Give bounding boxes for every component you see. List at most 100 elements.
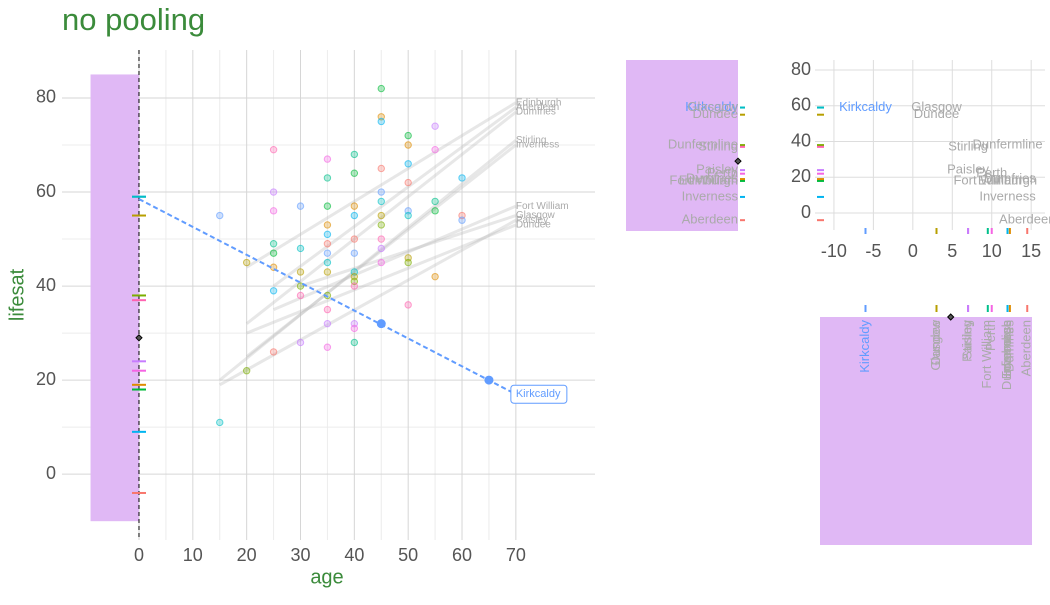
point (404, 211, 412, 220)
point (350, 235, 359, 243)
town-line (245, 110, 517, 325)
x-tick-label: 0 (134, 545, 144, 565)
marginal-label: Inverness (999, 320, 1014, 377)
y-tick-label: 60 (791, 95, 811, 115)
marginal-label: Dumfries (686, 170, 739, 185)
marginal-label: Kirkcaldy (857, 320, 872, 373)
chart-title: no pooling (62, 2, 205, 37)
marginal-label: Edinburgh (679, 172, 738, 187)
point-label: Paisley (947, 162, 989, 177)
point (458, 174, 466, 182)
point (323, 249, 332, 257)
point (323, 230, 332, 239)
marginal-label: Dunfermline (668, 137, 738, 152)
point (404, 160, 412, 168)
point (377, 84, 385, 93)
point (404, 301, 412, 309)
town-label: Edinburgh (516, 97, 562, 108)
point (323, 343, 332, 351)
point (323, 240, 332, 248)
fit-line (138, 198, 517, 396)
x-axis-title: age (310, 566, 343, 588)
highlight-point (376, 319, 386, 329)
point (404, 131, 412, 140)
marginal-label: Kirkcaldy (685, 99, 738, 114)
y-tick-label: 80 (791, 59, 811, 79)
town-line (246, 223, 517, 335)
marginal-label: Aberdeen (682, 212, 738, 227)
point (431, 207, 439, 215)
marginal-label: Paisley (696, 162, 738, 177)
town-label: Glasgow (516, 210, 556, 221)
town-label: Inverness (516, 140, 559, 151)
town-line (272, 204, 517, 311)
marginal-label: Perth (983, 320, 998, 351)
point (350, 202, 359, 210)
point (323, 221, 332, 229)
point-label: Dundee (914, 106, 960, 121)
x-tick-label: 0 (908, 241, 918, 261)
town-line (245, 101, 517, 269)
marginal-label: Dundee (928, 320, 943, 366)
marginal-label: Stirling (698, 138, 738, 153)
y-tick-label: 40 (791, 130, 811, 150)
y-tick-label: 60 (36, 181, 56, 201)
point (377, 117, 385, 126)
point (269, 145, 278, 154)
x-tick-label: 10 (982, 241, 1002, 261)
town-label: Dumfries (516, 107, 556, 118)
point (216, 211, 224, 220)
town-line (219, 218, 517, 387)
point (296, 244, 305, 253)
point (350, 169, 359, 177)
x-tick-label: -5 (865, 241, 881, 261)
y-tick-label: 0 (801, 202, 811, 222)
y-tick-label: 40 (36, 275, 56, 295)
town-label: Paisley (516, 215, 548, 226)
point (350, 249, 359, 257)
point-label: Dumfries (984, 170, 1037, 185)
town-line (272, 106, 517, 288)
point-label: Inverness (979, 188, 1036, 203)
point (323, 174, 332, 182)
point (269, 207, 278, 215)
fit-label-box (510, 384, 568, 404)
point (431, 145, 439, 154)
point (377, 164, 385, 173)
point (269, 188, 278, 196)
point (350, 324, 359, 333)
x-tick-label: 60 (452, 545, 472, 565)
x-tick-label: 10 (183, 545, 203, 565)
point-label: Kirkcaldy (839, 99, 892, 114)
point (377, 221, 385, 229)
x-tick-label: 20 (237, 545, 257, 565)
marginal-label: Edinburgh (999, 320, 1014, 379)
point (458, 216, 466, 224)
y-tick-label: 20 (36, 369, 56, 389)
fit-label: Kirkcaldy (516, 388, 561, 400)
x-tick-label: 30 (290, 545, 310, 565)
point (323, 258, 332, 267)
point (377, 211, 385, 220)
mean-point (947, 313, 955, 321)
marginal-label: Aberdeen (1019, 320, 1034, 376)
marginal-label: Dumfries (1001, 320, 1016, 373)
point (269, 240, 278, 248)
point (404, 258, 412, 267)
town-label: Stirling (516, 135, 547, 146)
point (269, 249, 278, 257)
point (377, 258, 385, 267)
marginal-label: Stirling (960, 320, 975, 360)
point (377, 244, 385, 253)
point-label: Glasgow (911, 99, 962, 114)
point (323, 202, 332, 210)
point-label: Aberdeen (999, 212, 1050, 227)
point (242, 367, 251, 375)
x-tick-label: 40 (344, 545, 364, 565)
marginal-label: Inverness (682, 188, 739, 203)
point (350, 282, 359, 290)
point (296, 291, 305, 300)
highlight-point (484, 375, 494, 385)
town-label: Dundee (516, 220, 551, 231)
